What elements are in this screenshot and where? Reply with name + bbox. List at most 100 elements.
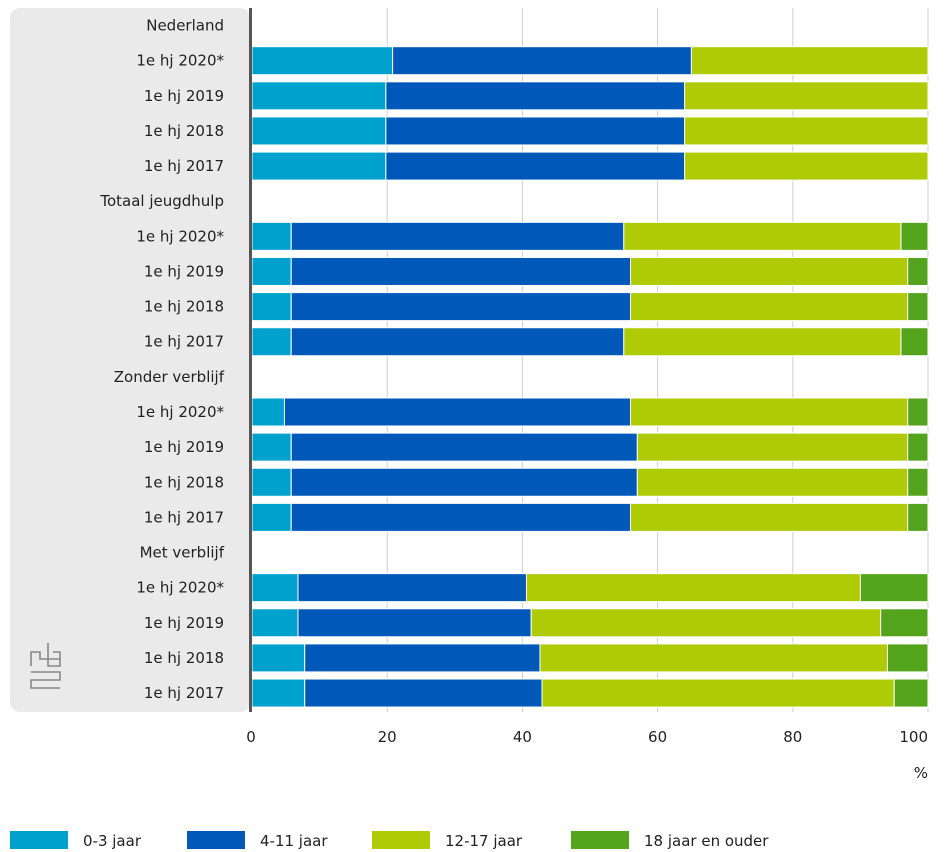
bar-segment xyxy=(304,678,543,708)
bar-segment xyxy=(251,467,292,497)
bar-segment xyxy=(630,256,909,286)
legend-label: 18 jaar en ouder xyxy=(644,832,769,850)
bar-segment xyxy=(251,81,387,111)
bar-segment xyxy=(251,502,292,532)
bar-segment xyxy=(907,292,929,322)
bar-segment xyxy=(684,81,929,111)
group-header: Met verblijf xyxy=(140,544,225,562)
row-label: 1e hj 2018 xyxy=(144,649,224,667)
row-label: 1e hj 2017 xyxy=(144,157,224,175)
bar-segment xyxy=(859,573,929,603)
bar-segment xyxy=(630,292,909,322)
bar-segment xyxy=(541,678,895,708)
bar-segment xyxy=(251,432,292,462)
x-tick-label: 100 xyxy=(899,728,928,746)
bar-segment xyxy=(290,327,625,357)
bar-segment xyxy=(636,467,909,497)
bar-segment xyxy=(290,502,632,532)
bars xyxy=(251,46,929,708)
legend-swatch xyxy=(571,831,629,849)
legend-swatch xyxy=(372,831,430,849)
x-tick-label: 20 xyxy=(378,728,397,746)
legend: 0-3 jaar 4-11 jaar 12-17 jaar 18 jaar en ou… xyxy=(10,831,769,850)
bar-segment xyxy=(630,397,909,427)
row-label: 1e hj 2019 xyxy=(144,438,224,456)
bar-segment xyxy=(907,467,929,497)
legend-swatch xyxy=(10,831,68,849)
bar-segment xyxy=(900,221,929,251)
x-tick-label: 40 xyxy=(513,728,532,746)
row-label: 1e hj 2019 xyxy=(144,87,224,105)
bar-segment xyxy=(283,397,632,427)
bar-segment xyxy=(630,502,909,532)
bar-segment xyxy=(907,256,929,286)
bar-segment xyxy=(385,151,686,181)
legend-item: 12-17 jaar xyxy=(372,831,523,850)
x-axis-unit: % xyxy=(914,764,928,782)
bar-segment xyxy=(636,432,909,462)
row-label: 1e hj 2020* xyxy=(136,579,224,597)
legend-label: 0-3 jaar xyxy=(83,832,142,850)
bar-segment xyxy=(525,573,861,603)
row-label: 1e hj 2020* xyxy=(136,52,224,70)
gridlines xyxy=(386,8,929,712)
x-tick-label: 80 xyxy=(783,728,802,746)
bar-segment xyxy=(251,643,306,673)
bar-segment xyxy=(251,151,387,181)
bar-segment xyxy=(530,608,882,638)
row-label: 1e hj 2017 xyxy=(144,508,224,526)
bar-segment xyxy=(385,116,686,146)
bar-segment xyxy=(290,432,638,462)
bar-segment xyxy=(290,256,632,286)
legend-item: 4-11 jaar xyxy=(187,831,328,850)
bar-segment xyxy=(886,643,929,673)
bar-segment xyxy=(684,151,929,181)
row-label: 1e hj 2020* xyxy=(136,227,224,245)
bar-segment xyxy=(893,678,929,708)
bar-segment xyxy=(690,46,929,76)
x-tick-label: 0 xyxy=(246,728,256,746)
legend-label: 4-11 jaar xyxy=(260,832,328,850)
bar-segment xyxy=(623,221,902,251)
bar-segment xyxy=(251,608,299,638)
bar-segment xyxy=(623,327,902,357)
row-label: 1e hj 2017 xyxy=(144,333,224,351)
x-tick-label: 60 xyxy=(648,728,667,746)
bar-segment xyxy=(251,573,299,603)
legend-label: 12-17 jaar xyxy=(445,832,523,850)
bar-segment xyxy=(880,608,929,638)
bar-segment xyxy=(304,643,541,673)
bar-segment xyxy=(297,573,527,603)
legend-swatch xyxy=(187,831,245,849)
x-tick-labels: 0 20 40 60 80 100 xyxy=(246,728,928,746)
group-header: Totaal jeugdhulp xyxy=(99,192,224,210)
group-header: Zonder verblijf xyxy=(114,368,225,386)
bar-segment xyxy=(907,397,929,427)
row-label: 1e hj 2017 xyxy=(144,684,224,702)
bar-segment xyxy=(392,46,692,76)
row-label: 1e hj 2018 xyxy=(144,298,224,316)
bar-segment xyxy=(251,46,394,76)
bar-segment xyxy=(907,502,929,532)
bar-segment xyxy=(907,432,929,462)
bar-segment xyxy=(290,221,625,251)
bar-segment xyxy=(251,292,292,322)
legend-item: 0-3 jaar xyxy=(10,831,142,850)
cbs-logo-icon xyxy=(30,643,61,689)
legend-item: 18 jaar en ouder xyxy=(571,831,769,850)
bar-segment xyxy=(385,81,686,111)
row-label: 1e hj 2018 xyxy=(144,122,224,140)
bar-segment xyxy=(539,643,888,673)
row-label: 1e hj 2019 xyxy=(144,614,224,632)
group-header: Nederland xyxy=(146,17,224,35)
bar-segment xyxy=(251,327,292,357)
bar-segment xyxy=(297,608,532,638)
bar-segment xyxy=(251,221,292,251)
label-panel xyxy=(10,8,250,712)
row-label: 1e hj 2019 xyxy=(144,262,224,280)
bar-segment xyxy=(290,292,632,322)
bar-segment xyxy=(684,116,929,146)
row-label: 1e hj 2020* xyxy=(136,403,224,421)
bar-segment xyxy=(251,678,306,708)
